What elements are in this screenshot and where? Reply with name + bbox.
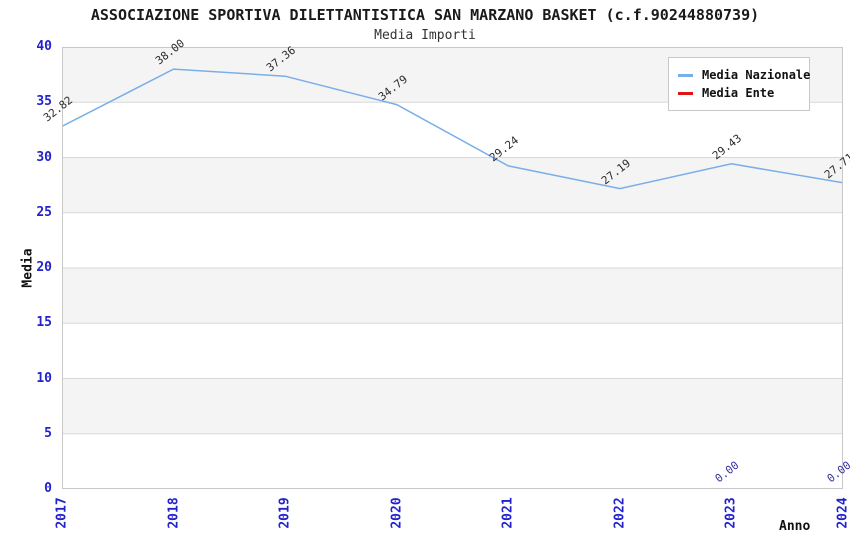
- series-line-media-nazionale: [62, 68, 843, 190]
- legend-item-nazionale: Media Nazionale: [678, 67, 810, 83]
- legend-item-ente: Media Ente: [678, 85, 800, 101]
- y-tick-label: 20: [36, 260, 52, 275]
- y-tick-label: 15: [36, 315, 52, 331]
- x-tick-label: 2017: [54, 497, 70, 529]
- chart-title: ASSOCIAZIONE SPORTIVA DILETTANTISTICA SA…: [90, 6, 760, 24]
- y-tick-label: 30: [36, 149, 52, 165]
- y-tick-label: 40: [36, 39, 52, 54]
- legend-label: Media Nazionale: [702, 68, 811, 82]
- x-tick-label: 2020: [389, 497, 405, 529]
- x-tick-label: 2024: [835, 497, 850, 529]
- ente-line-swatch: [678, 91, 693, 95]
- plot-area: [62, 47, 843, 489]
- x-tick-label: 2023: [723, 497, 739, 529]
- series-plot-svg: [62, 68, 843, 489]
- x-tick-label: 2022: [612, 497, 628, 529]
- chart-subtitle: Media Importi: [374, 28, 476, 43]
- x-tick-label: 2021: [500, 497, 516, 529]
- nazionale-line-swatch: [678, 73, 693, 77]
- y-tick-label: 35: [36, 94, 52, 110]
- x-tick-label: 2019: [277, 497, 293, 529]
- legend-box: Media Nazionale Media Ente: [668, 57, 810, 111]
- y-tick-label: 5: [44, 425, 52, 441]
- legend-label: Media Ente: [702, 86, 775, 100]
- y-tick-label: 25: [36, 204, 52, 220]
- y-tick-label: 0: [44, 481, 52, 496]
- x-axis-title: Anno: [779, 519, 811, 534]
- y-tick-label: 10: [36, 370, 52, 386]
- x-tick-label: 2018: [166, 497, 182, 529]
